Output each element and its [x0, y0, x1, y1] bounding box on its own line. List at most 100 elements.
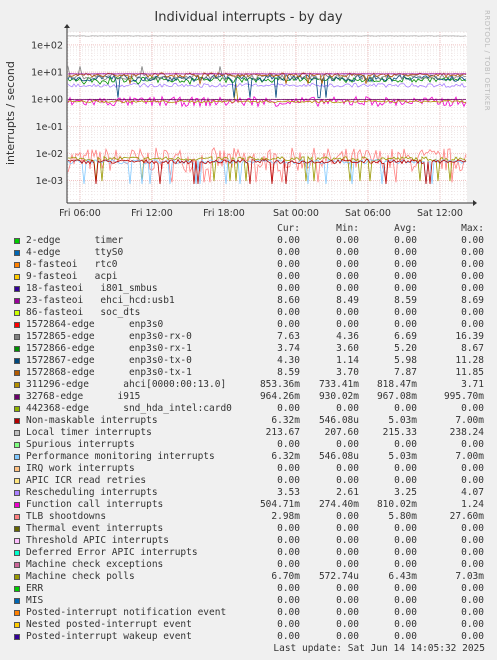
legend-row: 1572866-edge enp3s0-rx-1 3.74 3.60 5.20 8.67: [14, 343, 494, 355]
legend-swatch: [14, 250, 20, 256]
legend-value-min: 8.49: [336, 295, 359, 306]
legend-swatch: [14, 514, 20, 520]
y-tick-label: 1e+00: [31, 95, 63, 106]
legend-series-name: 1572866-edge enp3s0-rx-1: [26, 343, 192, 354]
legend-value-max: 0.00: [461, 475, 484, 486]
legend-value-avg: 0.00: [394, 535, 417, 546]
legend-value-min: 0.00: [336, 631, 359, 642]
legend-value-cur: 0.00: [277, 619, 300, 630]
legend-series-name: 4-edge ttyS0: [26, 247, 124, 258]
legend-swatch: [14, 382, 20, 388]
legend-value-min: 3.70: [336, 367, 359, 378]
legend-value-min: 0.00: [336, 511, 359, 522]
legend-row: Performance monitoring interrupts 6.32m 54…: [14, 451, 494, 463]
legend-value-cur: 213.67: [265, 427, 300, 438]
legend-value-cur: 0.00: [277, 523, 300, 534]
legend-value-max: 0.00: [461, 523, 484, 534]
legend-row: 18-fasteoi i801_smbus 0.00 0.00 0.00 0.00: [14, 283, 494, 295]
legend-value-max: 0.00: [461, 403, 484, 414]
legend-value-min: 0.00: [336, 583, 359, 594]
legend-value-avg: 215.33: [382, 427, 417, 438]
legend-value-cur: 4.30: [277, 355, 300, 366]
legend-series-name: 1572865-edge enp3s0-rx-0: [26, 331, 192, 342]
legend-value-max: 4.07: [461, 487, 484, 498]
y-tick-label: 1e-03: [36, 176, 63, 187]
legend-value-avg: 810.02m: [376, 499, 417, 510]
legend-swatch: [14, 466, 20, 472]
legend-value-max: 0.00: [461, 607, 484, 618]
legend-series-name: IRQ work interrupts: [26, 463, 135, 474]
legend-value-cur: 0.00: [277, 247, 300, 258]
legend-value-avg: 0.00: [394, 403, 417, 414]
legend-value-cur: 0.00: [277, 475, 300, 486]
legend-value-min: 572.74u: [318, 571, 359, 582]
legend-value-cur: 0.00: [277, 271, 300, 282]
legend-row: 1572868-edge enp3s0-tx-1 8.59 3.70 7.87 11.8…: [14, 367, 494, 379]
legend-series-name: 1572864-edge enp3s0: [26, 319, 164, 330]
legend-value-max: 0.00: [461, 271, 484, 282]
legend-swatch: [14, 406, 20, 412]
legend-series-name: MIS: [26, 595, 44, 606]
series-line: [67, 98, 467, 101]
legend-row: Nested posted-interrupt event 0.00 0.00 0.0…: [14, 619, 494, 631]
x-tick-label: Sat 12:00: [417, 208, 463, 219]
legend-value-avg: 0.00: [394, 319, 417, 330]
legend-value-avg: 0.00: [394, 607, 417, 618]
legend-series-name: 86-fasteoi soc_dts: [26, 307, 141, 318]
legend-value-min: 0.00: [336, 607, 359, 618]
x-axis-arrow: [473, 200, 477, 206]
x-tick-label: Fri 12:00: [131, 208, 173, 219]
legend-row: Posted-interrupt wakeup event 0.00 0.00 0.0…: [14, 631, 494, 643]
x-tick-label: Sat 00:00: [273, 208, 319, 219]
series-line: [67, 155, 467, 182]
legend-row: IRQ work interrupts 0.00 0.00 0.00 0.00: [14, 463, 494, 475]
legend-series-name: Thermal event interrupts: [26, 523, 164, 534]
legend-series-name: Deferred Error APIC interrupts: [26, 547, 198, 558]
legend-value-max: 0.00: [461, 439, 484, 450]
plot-background: [67, 32, 467, 203]
legend-value-min: 733.41m: [318, 379, 359, 390]
series-line: [67, 74, 467, 99]
legend-value-avg: 818.47m: [376, 379, 417, 390]
legend-value-cur: 0.00: [277, 607, 300, 618]
legend-value-cur: 0.00: [277, 535, 300, 546]
legend-value-avg: 5.03m: [388, 451, 417, 462]
legend-value-avg: 0.00: [394, 439, 417, 450]
legend-series-name: 1572867-edge enp3s0-tx-0: [26, 355, 192, 366]
series-line: [67, 82, 467, 88]
legend-value-cur: 8.60: [277, 295, 300, 306]
legend-value-cur: 0.00: [277, 283, 300, 294]
legend-row: MIS 0.00 0.00 0.00 0.00: [14, 595, 494, 607]
legend-series-name: Posted-interrupt notification event: [26, 607, 227, 618]
legend-value-cur: 3.74: [277, 343, 300, 354]
legend-value-max: 995.70m: [443, 391, 484, 402]
legend-value-max: 0.00: [461, 631, 484, 642]
legend-series-name: Machine check exceptions: [26, 559, 164, 570]
legend-swatch: [14, 394, 20, 400]
legend-series-name: 1572868-edge enp3s0-tx-1: [26, 367, 192, 378]
legend-swatch: [14, 358, 20, 364]
legend-value-max: 27.60m: [449, 511, 484, 522]
legend-row: Rescheduling interrupts 3.53 2.61 3.25 4.07: [14, 487, 494, 499]
legend-swatch: [14, 334, 20, 340]
legend-series-name: 442368-edge snd_hda_intel:card0: [26, 403, 232, 414]
legend-value-min: 930.02m: [318, 391, 359, 402]
legend-value-max: 238.24: [449, 427, 484, 438]
legend-row: 1572865-edge enp3s0-rx-0 7.63 4.36 6.69 16.3…: [14, 331, 494, 343]
series-line: [67, 83, 467, 104]
legend-value-avg: 0.00: [394, 619, 417, 630]
legend-value-min: 0.00: [336, 547, 359, 558]
legend-value-avg: 6.43m: [388, 571, 417, 582]
legend-value-avg: 5.98: [394, 355, 417, 366]
legend-value-avg: 0.00: [394, 271, 417, 282]
x-tick-label: Fri 06:00: [59, 208, 101, 219]
legend-series-name: Machine check polls: [26, 571, 135, 582]
legend-swatch: [14, 310, 20, 316]
legend-value-avg: 5.20: [394, 343, 417, 354]
legend-series-name: Nested posted-interrupt event: [26, 619, 192, 630]
legend-value-avg: 0.00: [394, 475, 417, 486]
legend-swatch: [14, 322, 20, 328]
last-update: Last update: Sat Jun 14 14:05:32 2025: [273, 643, 485, 654]
legend-value-max: 0.00: [461, 463, 484, 474]
legend-value-cur: 7.63: [277, 331, 300, 342]
